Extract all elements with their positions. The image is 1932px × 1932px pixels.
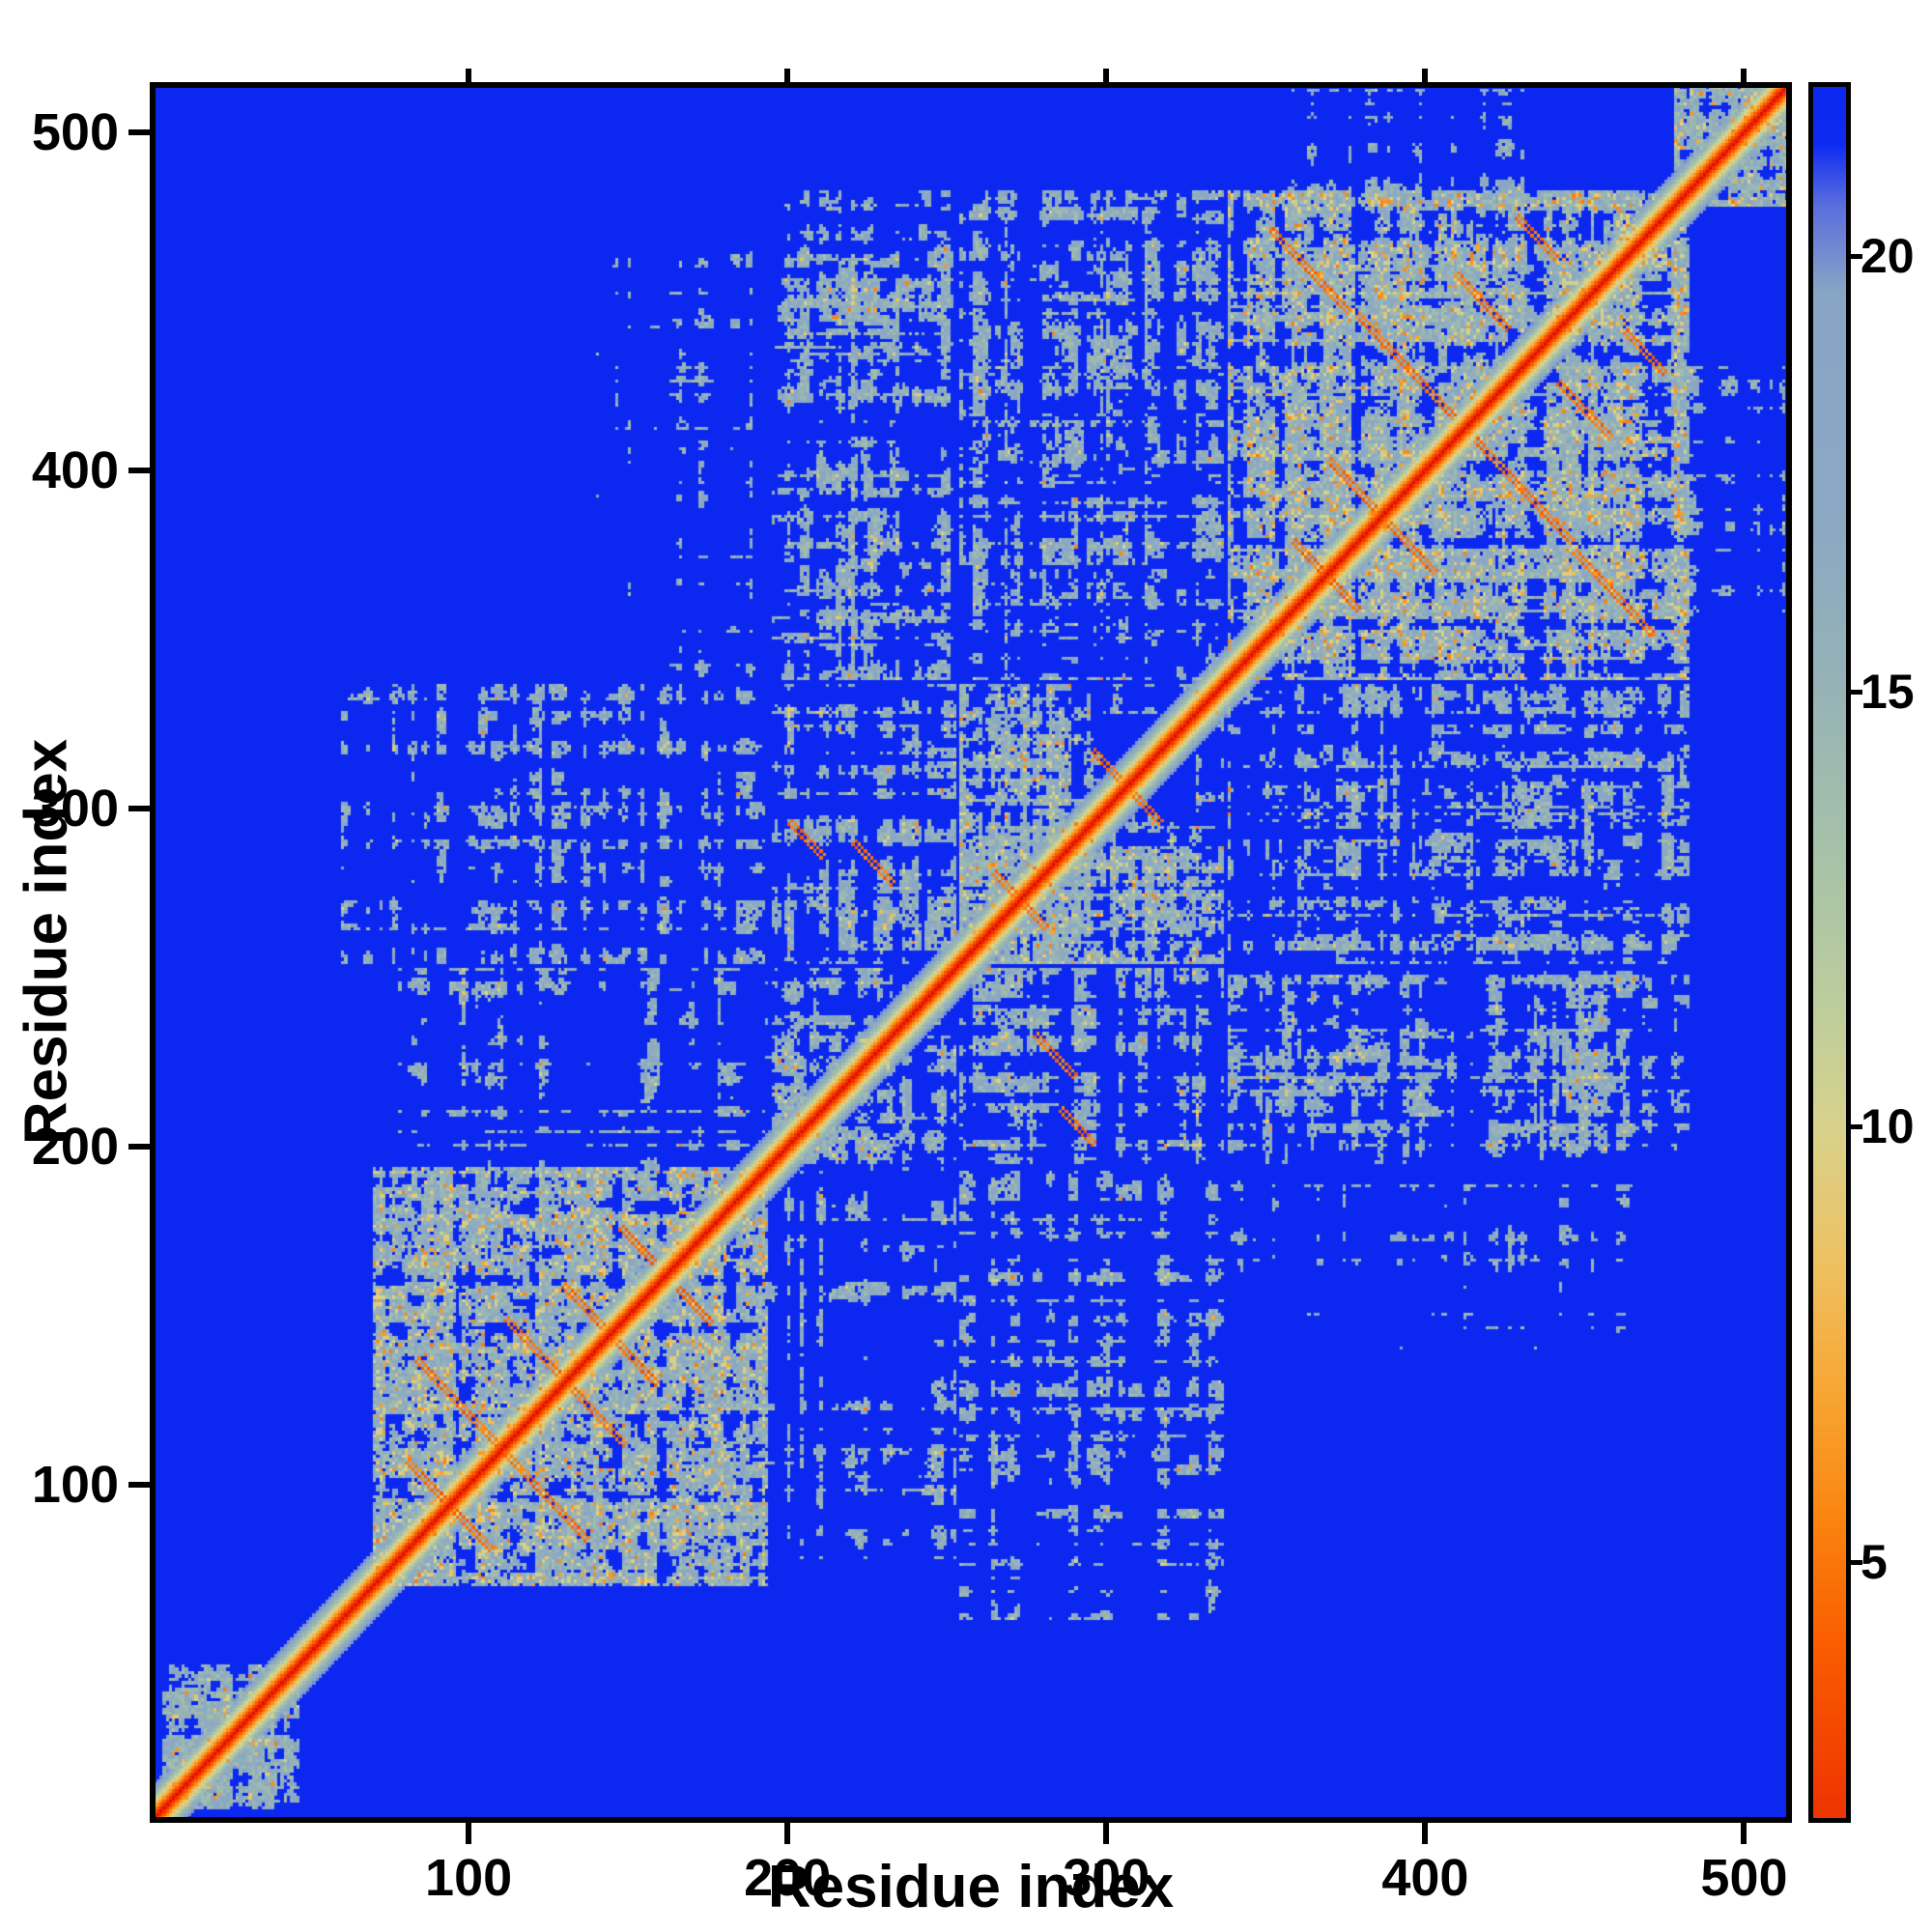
colorbar-canvas [1808,82,1851,1823]
y-tick-mark [128,1144,150,1151]
colorbar-tick-mark [1847,254,1862,260]
y-tick-label: 100 [31,1456,119,1515]
top-tick-mark [784,69,791,82]
y-tick-mark [128,1482,150,1489]
y-tick-label: 400 [31,441,119,500]
y-tick-label: 200 [31,1118,119,1177]
x-tick-mark [1103,1823,1110,1844]
x-tick-mark [466,1823,472,1844]
top-tick-mark [1422,69,1429,82]
y-tick-mark [128,806,150,812]
x-tick-label: 300 [1063,1849,1151,1907]
top-tick-mark [1103,69,1110,82]
x-tick-label: 500 [1700,1849,1788,1907]
colorbar-tick-label: 20 [1861,229,1915,284]
y-tick-mark [128,468,150,474]
x-tick-mark [1422,1823,1429,1844]
y-tick-label: 300 [31,780,119,838]
y-tick-label: 500 [31,103,119,162]
x-tick-label: 400 [1381,1849,1469,1907]
colorbar-tick-label: 5 [1861,1534,1888,1589]
colorbar-tick-mark [1847,1559,1862,1565]
x-axis-label: Residue index [767,1854,1175,1920]
y-tick-mark [128,129,150,136]
top-tick-mark [466,69,472,82]
colorbar-tick-label: 10 [1861,1099,1915,1154]
x-tick-mark [1741,1823,1747,1844]
x-tick-mark [784,1823,791,1844]
x-tick-label: 200 [744,1849,832,1907]
colorbar-tick-mark [1847,689,1862,695]
top-tick-mark [1741,69,1747,82]
x-tick-label: 100 [425,1849,513,1907]
colorbar-tick-mark [1847,1124,1862,1130]
colorbar-tick-label: 15 [1861,664,1915,719]
heatmap-canvas [150,82,1792,1823]
